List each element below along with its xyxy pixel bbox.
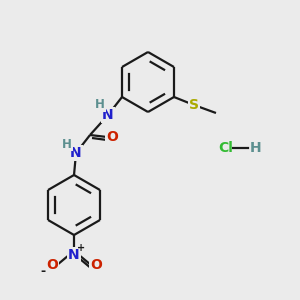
Text: O: O [90, 258, 102, 272]
Text: H: H [95, 98, 105, 112]
Text: H: H [250, 141, 262, 155]
Text: N: N [70, 146, 82, 160]
Text: O: O [46, 258, 58, 272]
Text: H: H [62, 137, 72, 151]
Text: S: S [189, 98, 199, 112]
Text: O: O [106, 130, 118, 144]
Text: N: N [102, 108, 114, 122]
Text: +: + [77, 243, 85, 253]
Text: Cl: Cl [218, 141, 233, 155]
Text: N: N [68, 248, 80, 262]
Text: -: - [40, 266, 46, 278]
